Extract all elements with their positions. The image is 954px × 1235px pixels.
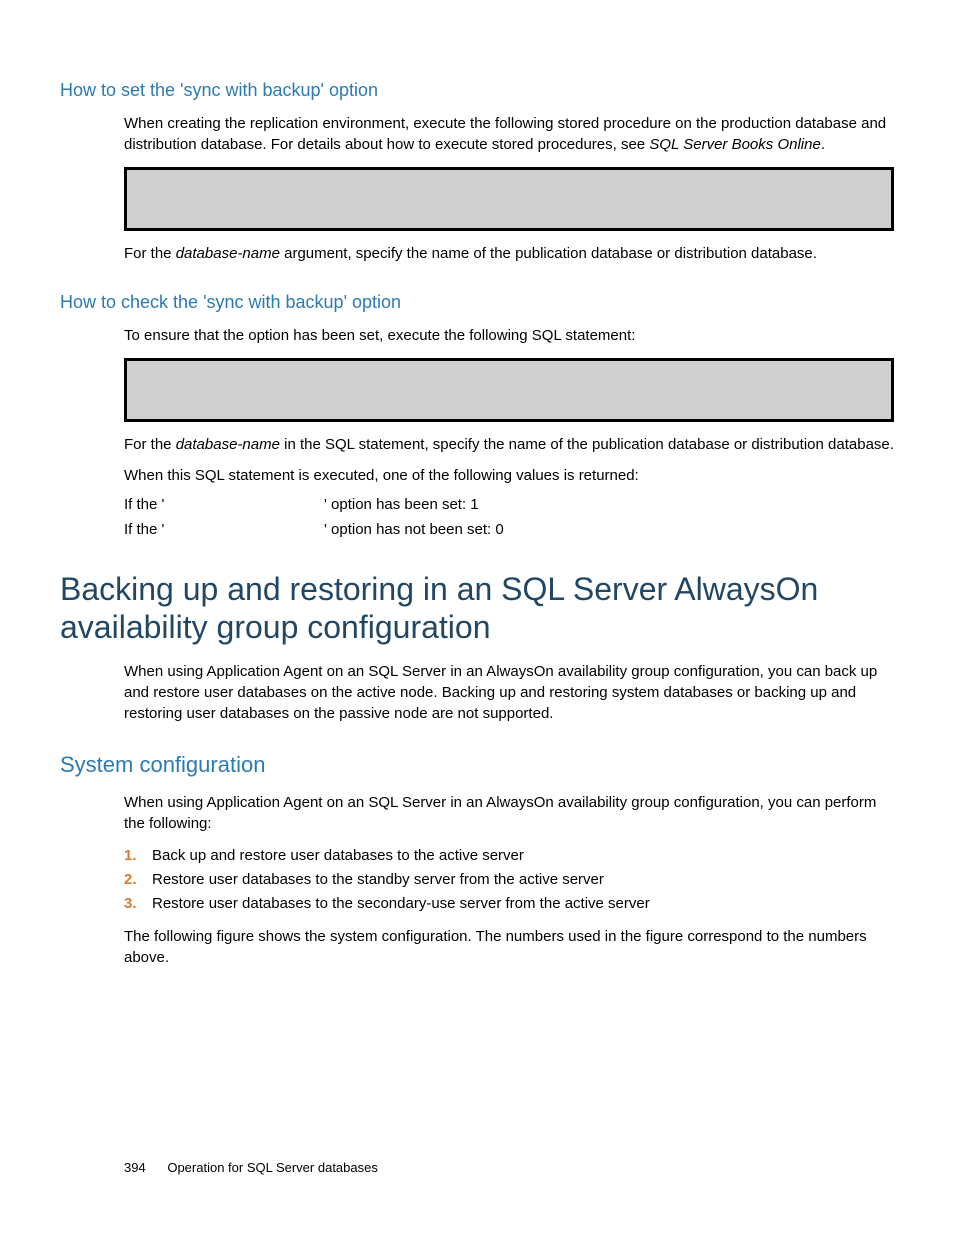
list-number: 2.: [124, 868, 152, 892]
option-row: If the ' ' option has been set: 1: [124, 496, 894, 513]
text: ' option has not been set: 0: [324, 521, 504, 538]
paragraph: When using Application Agent on an SQL S…: [124, 661, 894, 724]
text: .: [821, 136, 825, 153]
heading-system-configuration: System configuration: [60, 752, 894, 778]
text: For the: [124, 245, 176, 262]
paragraph: When creating the replication environmen…: [124, 113, 894, 155]
list-number: 3.: [124, 892, 152, 916]
list-number: 1.: [124, 844, 152, 868]
page-footer: 394 Operation for SQL Server databases: [124, 1160, 378, 1175]
text: in the SQL statement, specify the name o…: [280, 436, 894, 453]
page: How to set the 'sync with backup' option…: [0, 0, 954, 1235]
option-row: If the ' ' option has not been set: 0: [124, 521, 894, 538]
text: For the: [124, 436, 176, 453]
text: argument, specify the name of the public…: [280, 245, 817, 262]
list-text: Restore user databases to the standby se…: [152, 868, 604, 892]
paragraph: When using Application Agent on an SQL S…: [124, 792, 894, 834]
heading-set-sync-option: How to set the 'sync with backup' option: [60, 80, 894, 101]
text: If the ': [124, 521, 324, 538]
text: If the ': [124, 496, 324, 513]
heading-alwayson: Backing up and restoring in an SQL Serve…: [60, 570, 894, 647]
list-text: Back up and restore user databases to th…: [152, 844, 524, 868]
chapter-title: Operation for SQL Server databases: [167, 1160, 378, 1175]
list-item: 3. Restore user databases to the seconda…: [124, 892, 894, 916]
paragraph: To ensure that the option has been set, …: [124, 325, 894, 346]
page-number: 394: [124, 1160, 146, 1175]
text-italic: SQL Server Books Online: [649, 136, 820, 153]
text-italic: database-name: [176, 245, 280, 262]
paragraph: The following figure shows the system co…: [124, 926, 894, 968]
code-box: [124, 358, 894, 422]
text-italic: database-name: [176, 436, 280, 453]
paragraph: For the database-name argument, specify …: [124, 243, 894, 264]
list-item: 1. Back up and restore user databases to…: [124, 844, 894, 868]
ordered-list: 1. Back up and restore user databases to…: [124, 844, 894, 916]
paragraph: When this SQL statement is executed, one…: [124, 465, 894, 486]
heading-check-sync-option: How to check the 'sync with backup' opti…: [60, 292, 894, 313]
list-item: 2. Restore user databases to the standby…: [124, 868, 894, 892]
code-box: [124, 167, 894, 231]
text: ' option has been set: 1: [324, 496, 479, 513]
paragraph: For the database-name in the SQL stateme…: [124, 434, 894, 455]
list-text: Restore user databases to the secondary-…: [152, 892, 650, 916]
